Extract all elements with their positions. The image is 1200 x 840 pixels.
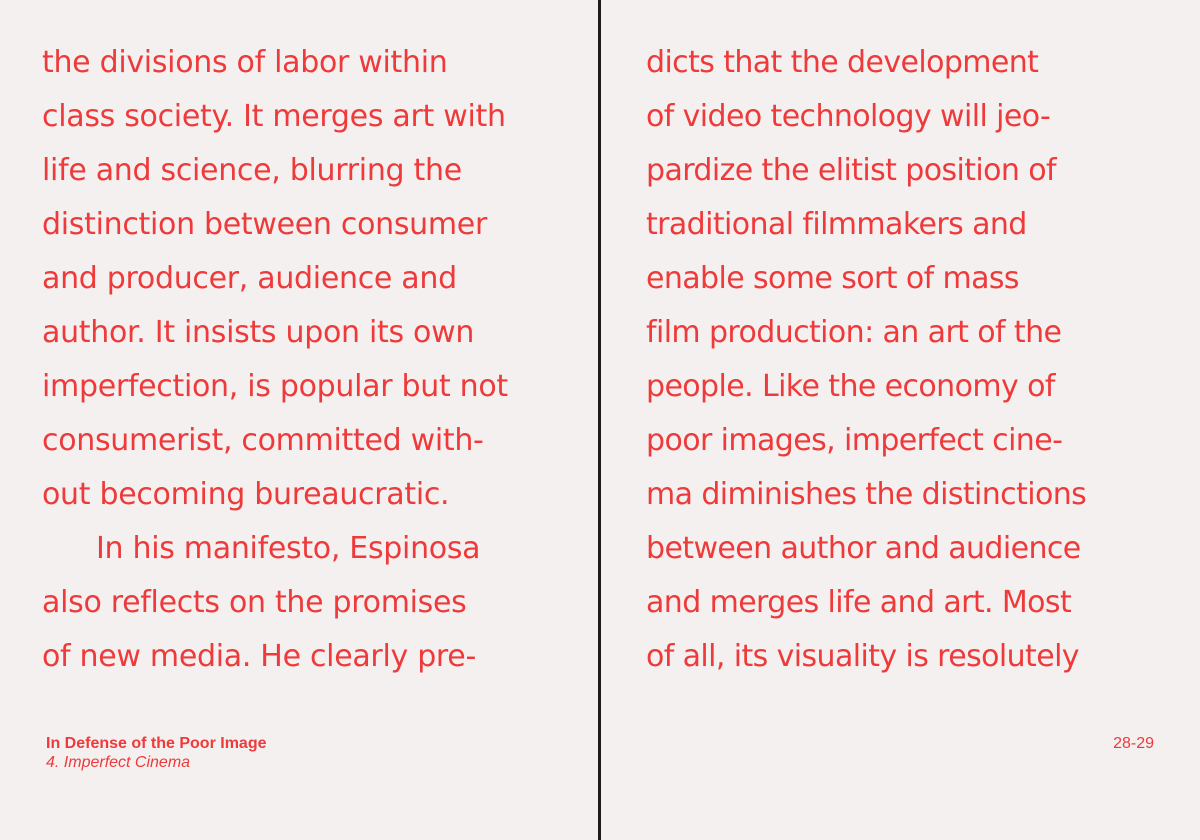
text-line: and merges life and art. Most (646, 585, 1072, 620)
left-page: the divisions of labor within class soci… (0, 0, 599, 840)
text-line: traditional filmmakers and (646, 207, 1027, 242)
text-line: class society. It merges art with (42, 99, 506, 134)
paragraph-start-line: In his manifesto, Espinosa (96, 531, 481, 566)
book-gutter (598, 0, 601, 840)
text-line: out becoming bureaucratic. (42, 477, 450, 512)
text-line: imperfection, is popular but not (42, 369, 508, 404)
text-line: enable some sort of mass (646, 261, 1020, 296)
right-page-body-text: dicts that the development of video tech… (646, 36, 1087, 684)
page-numbers: 28-29 (1113, 735, 1154, 752)
text-line: of new media. He clearly pre- (42, 639, 476, 674)
text-line: of video technology will jeo- (646, 99, 1051, 134)
text-line: ma diminishes the distinctions (646, 477, 1087, 512)
text-line: pardize the elitist position of (646, 153, 1057, 188)
text-line: dicts that the development (646, 45, 1039, 80)
running-footer: In Defense of the Poor Image 4. Imperfec… (46, 734, 266, 772)
text-line: poor images, imperfect cine- (646, 423, 1063, 458)
text-line: of all, its visuality is resolutely (646, 639, 1080, 674)
left-page-body-text: the divisions of labor within class soci… (42, 36, 508, 684)
text-line: people. Like the economy of (646, 369, 1055, 404)
text-line: distinction between consumer (42, 207, 487, 242)
text-line: film production: an art of the (646, 315, 1062, 350)
text-line: between author and audience (646, 531, 1081, 566)
right-page: dicts that the development of video tech… (601, 0, 1200, 840)
text-line: also reflects on the promises (42, 585, 467, 620)
text-line: life and science, blurring the (42, 153, 462, 188)
text-line: consumerist, committed with- (42, 423, 484, 458)
text-line: and producer, audience and (42, 261, 457, 296)
chapter-title: 4. Imperfect Cinema (46, 754, 191, 771)
text-line: the divisions of labor within (42, 45, 448, 80)
book-title: In Defense of the Poor Image (46, 735, 267, 752)
text-line: author. It insists upon its own (42, 315, 475, 350)
